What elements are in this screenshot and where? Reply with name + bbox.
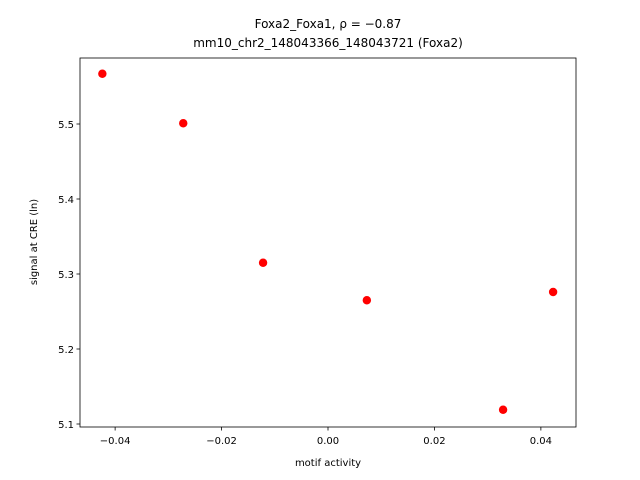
point (548, 287, 558, 297)
x-axis-label: motif activity (295, 458, 361, 469)
x-tick-label: −0.04 (100, 436, 131, 447)
point (362, 296, 372, 305)
y-tick-label: 5.3 (58, 270, 74, 281)
x-tick-label: 0.04 (530, 436, 552, 447)
point (98, 69, 107, 78)
x-tick-label: −0.02 (206, 436, 237, 447)
x-tick-label: 0.02 (423, 436, 445, 447)
y-axis-label: signal at CRE (ln) (29, 199, 40, 285)
plot-frame (79, 57, 577, 428)
y-tick-label: 5.5 (58, 120, 74, 131)
y-tick-label: 5.2 (58, 345, 74, 356)
y-tick-label: 5.4 (58, 195, 74, 206)
x-tick-label: 0.00 (317, 436, 339, 447)
chart-subtitle: mm10_chr2_148043366_148043721 (Foxa2) (193, 36, 463, 50)
point (498, 405, 508, 414)
chart-title: Foxa2_Foxa1, ρ = −0.87 (255, 17, 402, 31)
y-tick-label: 5.1 (58, 420, 74, 431)
point (258, 258, 268, 267)
point (179, 119, 188, 128)
